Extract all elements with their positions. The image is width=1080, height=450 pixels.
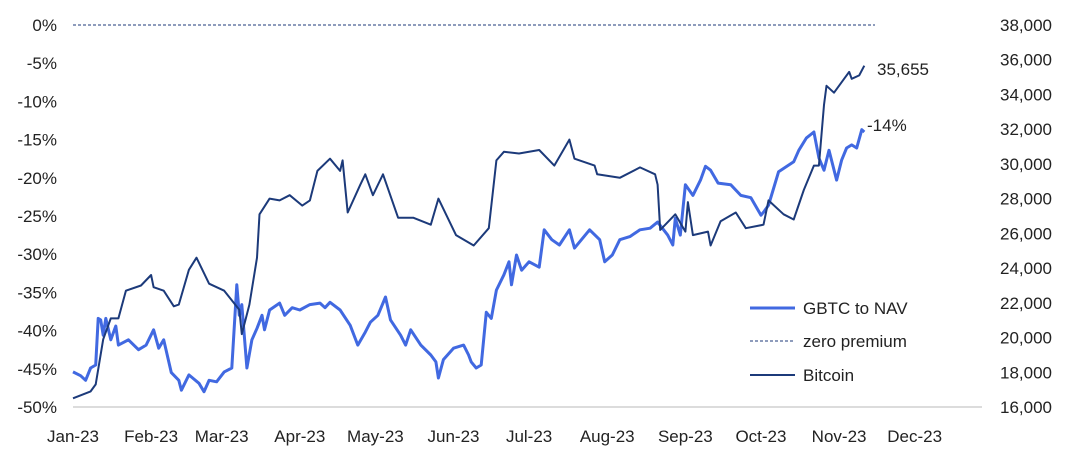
y-right-tick-label: 32,000 — [1000, 120, 1052, 139]
y-left-tick-label: -30% — [17, 245, 57, 264]
y-left-tick-label: -20% — [17, 169, 57, 188]
y-right-tick-label: 36,000 — [1000, 51, 1052, 70]
y-left-tick-label: -40% — [17, 322, 57, 341]
x-tick-label: Oct-23 — [735, 427, 786, 446]
x-tick-label: Sep-23 — [658, 427, 713, 446]
y-left-tick-label: -5% — [27, 54, 57, 73]
legend: GBTC to NAV zero premium Bitcoin — [750, 299, 908, 385]
y-right-tick-label: 24,000 — [1000, 259, 1052, 278]
y-left-tick-label: -50% — [17, 398, 57, 417]
x-tick-label: May-23 — [347, 427, 404, 446]
axes: 0% -5% -10% -15% -20% -25% -30% -35% -40% -45% -50… — [17, 16, 1052, 446]
bitcoin-line — [72, 65, 866, 400]
x-tick-label: Jan-23 — [47, 427, 99, 446]
x-tick-label: Nov-23 — [812, 427, 867, 446]
gbtc-to-nav-line — [72, 128, 866, 394]
y-right-tick-label: 18,000 — [1000, 363, 1052, 382]
x-tick-label: Dec-23 — [887, 427, 942, 446]
x-tick-label: Feb-23 — [124, 427, 178, 446]
series-lines — [72, 24, 875, 400]
y-right-tick-label: 30,000 — [1000, 155, 1052, 174]
y-left-tick-label: 0% — [32, 16, 57, 35]
y-right-tick-label: 16,000 — [1000, 398, 1052, 417]
y-right-tick-label: 20,000 — [1000, 329, 1052, 348]
legend-label-zero-premium: zero premium — [803, 332, 907, 351]
legend-label-gbtc: GBTC to NAV — [803, 299, 908, 318]
y-right-tick-label: 22,000 — [1000, 294, 1052, 313]
x-tick-label: Apr-23 — [274, 427, 325, 446]
legend-label-bitcoin: Bitcoin — [803, 366, 854, 385]
x-tick-label: Jul-23 — [506, 427, 552, 446]
y-left-tick-label: -35% — [17, 283, 57, 302]
y-left-tick-label: -15% — [17, 131, 57, 150]
x-tick-label: Mar-23 — [195, 427, 249, 446]
y-left-tick-label: -45% — [17, 360, 57, 379]
x-tick-label: Aug-23 — [580, 427, 635, 446]
bitcoin-last-value-label: 35,655 — [877, 60, 929, 79]
gbtc-last-value-label: -14% — [867, 116, 907, 135]
y-left-tick-label: -25% — [17, 207, 57, 226]
y-left-tick-label: -10% — [17, 92, 57, 111]
y-right-tick-label: 28,000 — [1000, 190, 1052, 209]
y-right-tick-label: 26,000 — [1000, 224, 1052, 243]
y-right-tick-label: 38,000 — [1000, 16, 1052, 35]
x-tick-label: Jun-23 — [428, 427, 480, 446]
y-right-tick-label: 34,000 — [1000, 85, 1052, 104]
